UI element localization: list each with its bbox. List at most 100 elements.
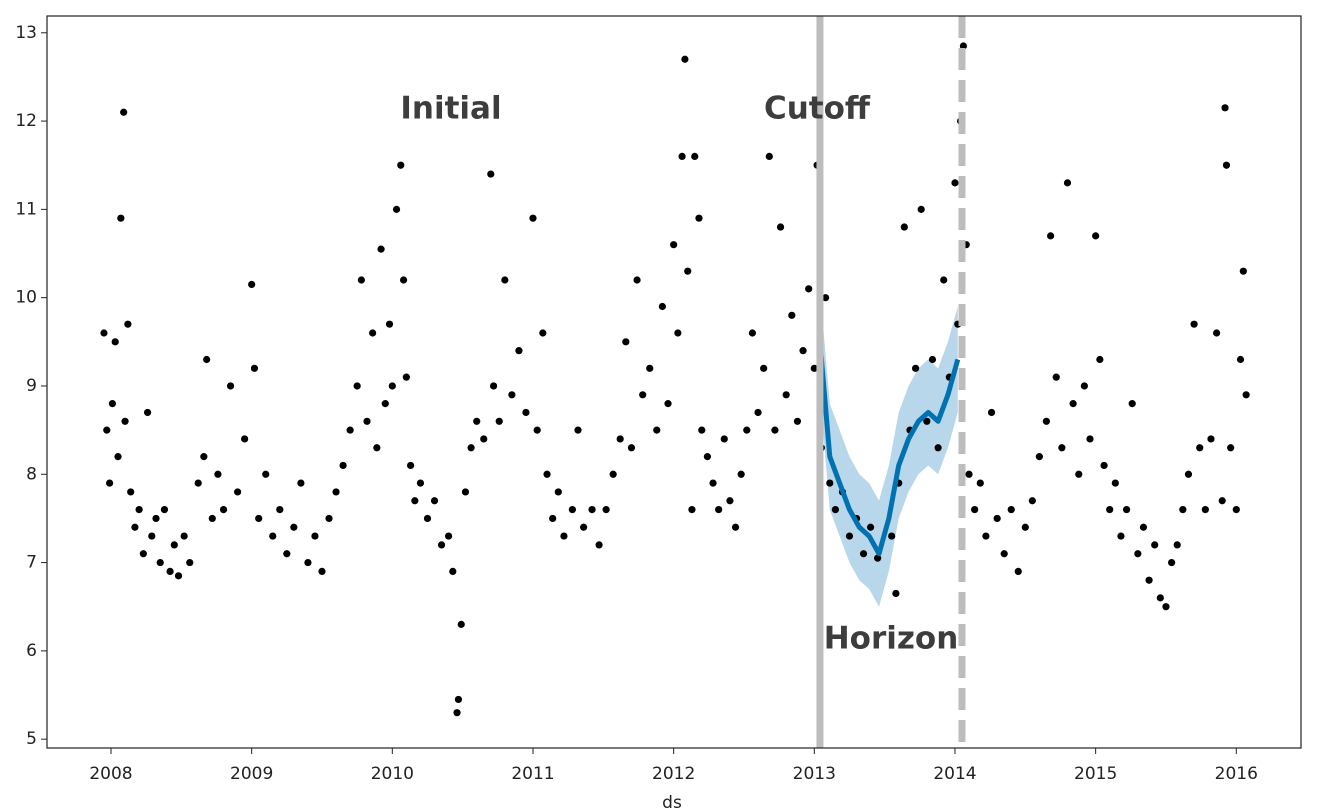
data-point	[311, 532, 319, 540]
data-point	[325, 514, 333, 523]
data-point	[1058, 444, 1066, 452]
data-point	[1063, 179, 1072, 187]
data-point	[543, 470, 551, 478]
data-point	[609, 470, 617, 478]
data-point	[602, 505, 610, 514]
data-point	[1014, 567, 1022, 576]
data-point	[533, 426, 541, 434]
data-point	[810, 364, 818, 372]
data-point	[1069, 400, 1077, 408]
x-tick-label: 2014	[933, 764, 976, 784]
data-point	[480, 435, 488, 443]
data-point	[121, 417, 129, 425]
forecast-line	[817, 341, 961, 557]
data-point	[105, 479, 114, 487]
data-point	[226, 382, 235, 390]
data-point	[720, 435, 728, 443]
data-point	[1042, 417, 1051, 425]
data-point	[691, 152, 699, 160]
y-tick-label: 8	[26, 464, 37, 484]
data-point	[1207, 435, 1215, 443]
y-tick-label: 13	[15, 23, 37, 43]
data-point	[574, 426, 582, 434]
data-point	[339, 461, 347, 470]
data-point	[290, 523, 298, 531]
data-point	[392, 205, 401, 213]
data-point	[402, 373, 410, 381]
data-point	[1052, 373, 1060, 381]
data-point	[1122, 505, 1131, 514]
data-point	[845, 532, 854, 540]
data-point	[508, 391, 516, 399]
data-point	[664, 400, 672, 408]
data-point	[1196, 444, 1204, 452]
data-point	[993, 514, 1001, 523]
data-point	[928, 355, 937, 364]
data-point	[760, 364, 768, 372]
data-point	[318, 567, 326, 576]
data-point	[703, 453, 712, 461]
y-tick-label: 10	[15, 288, 37, 308]
data-point	[255, 514, 263, 523]
data-point	[622, 338, 630, 346]
data-point	[646, 364, 654, 372]
data-point	[135, 505, 143, 514]
data-point	[332, 488, 340, 496]
data-point	[971, 505, 979, 514]
data-point	[959, 42, 968, 50]
data-point	[1201, 505, 1209, 514]
data-point	[1173, 541, 1181, 549]
data-point	[695, 214, 703, 222]
data-point	[353, 382, 361, 390]
y-tick-label: 11	[15, 199, 37, 219]
data-point	[473, 417, 481, 425]
data-point	[454, 695, 463, 704]
data-point	[1145, 576, 1153, 584]
data-point	[709, 479, 717, 487]
data-point	[658, 302, 666, 311]
data-point	[633, 276, 641, 284]
data-point	[453, 709, 461, 717]
data-point	[1151, 541, 1159, 549]
data-point	[940, 276, 948, 284]
data-point	[437, 541, 446, 549]
data-point	[250, 364, 259, 372]
data-point	[616, 435, 624, 443]
data-point	[639, 391, 647, 399]
data-point	[174, 572, 183, 580]
data-point	[248, 280, 256, 289]
y-tick-label: 5	[26, 729, 37, 749]
data-point	[726, 497, 734, 505]
data-point	[1222, 161, 1231, 169]
plot-frame	[46, 15, 1302, 749]
y-tick-label: 7	[26, 553, 37, 573]
data-point	[423, 514, 432, 523]
data-point	[143, 408, 152, 417]
data-point	[186, 558, 194, 567]
data-point	[737, 470, 745, 478]
data-point	[407, 461, 415, 470]
data-point	[1227, 444, 1235, 452]
data-point	[241, 435, 249, 443]
data-point	[1128, 400, 1136, 408]
annotation: Initial	[400, 91, 501, 127]
data-point	[416, 479, 425, 487]
x-tick-label: 2015	[1074, 764, 1117, 784]
data-point	[297, 479, 305, 487]
data-point	[495, 417, 503, 425]
annotation: Horizon	[824, 621, 959, 657]
data-point	[139, 550, 147, 558]
data-point	[684, 267, 692, 275]
data-point	[1021, 523, 1029, 531]
data-point	[1000, 550, 1008, 558]
data-point	[490, 382, 498, 390]
data-point	[156, 558, 164, 567]
data-point	[965, 470, 973, 478]
data-point	[369, 329, 377, 337]
data-point	[1179, 505, 1187, 514]
data-point	[108, 400, 117, 408]
data-point	[549, 514, 557, 523]
data-point	[900, 223, 908, 231]
data-point	[522, 408, 530, 417]
